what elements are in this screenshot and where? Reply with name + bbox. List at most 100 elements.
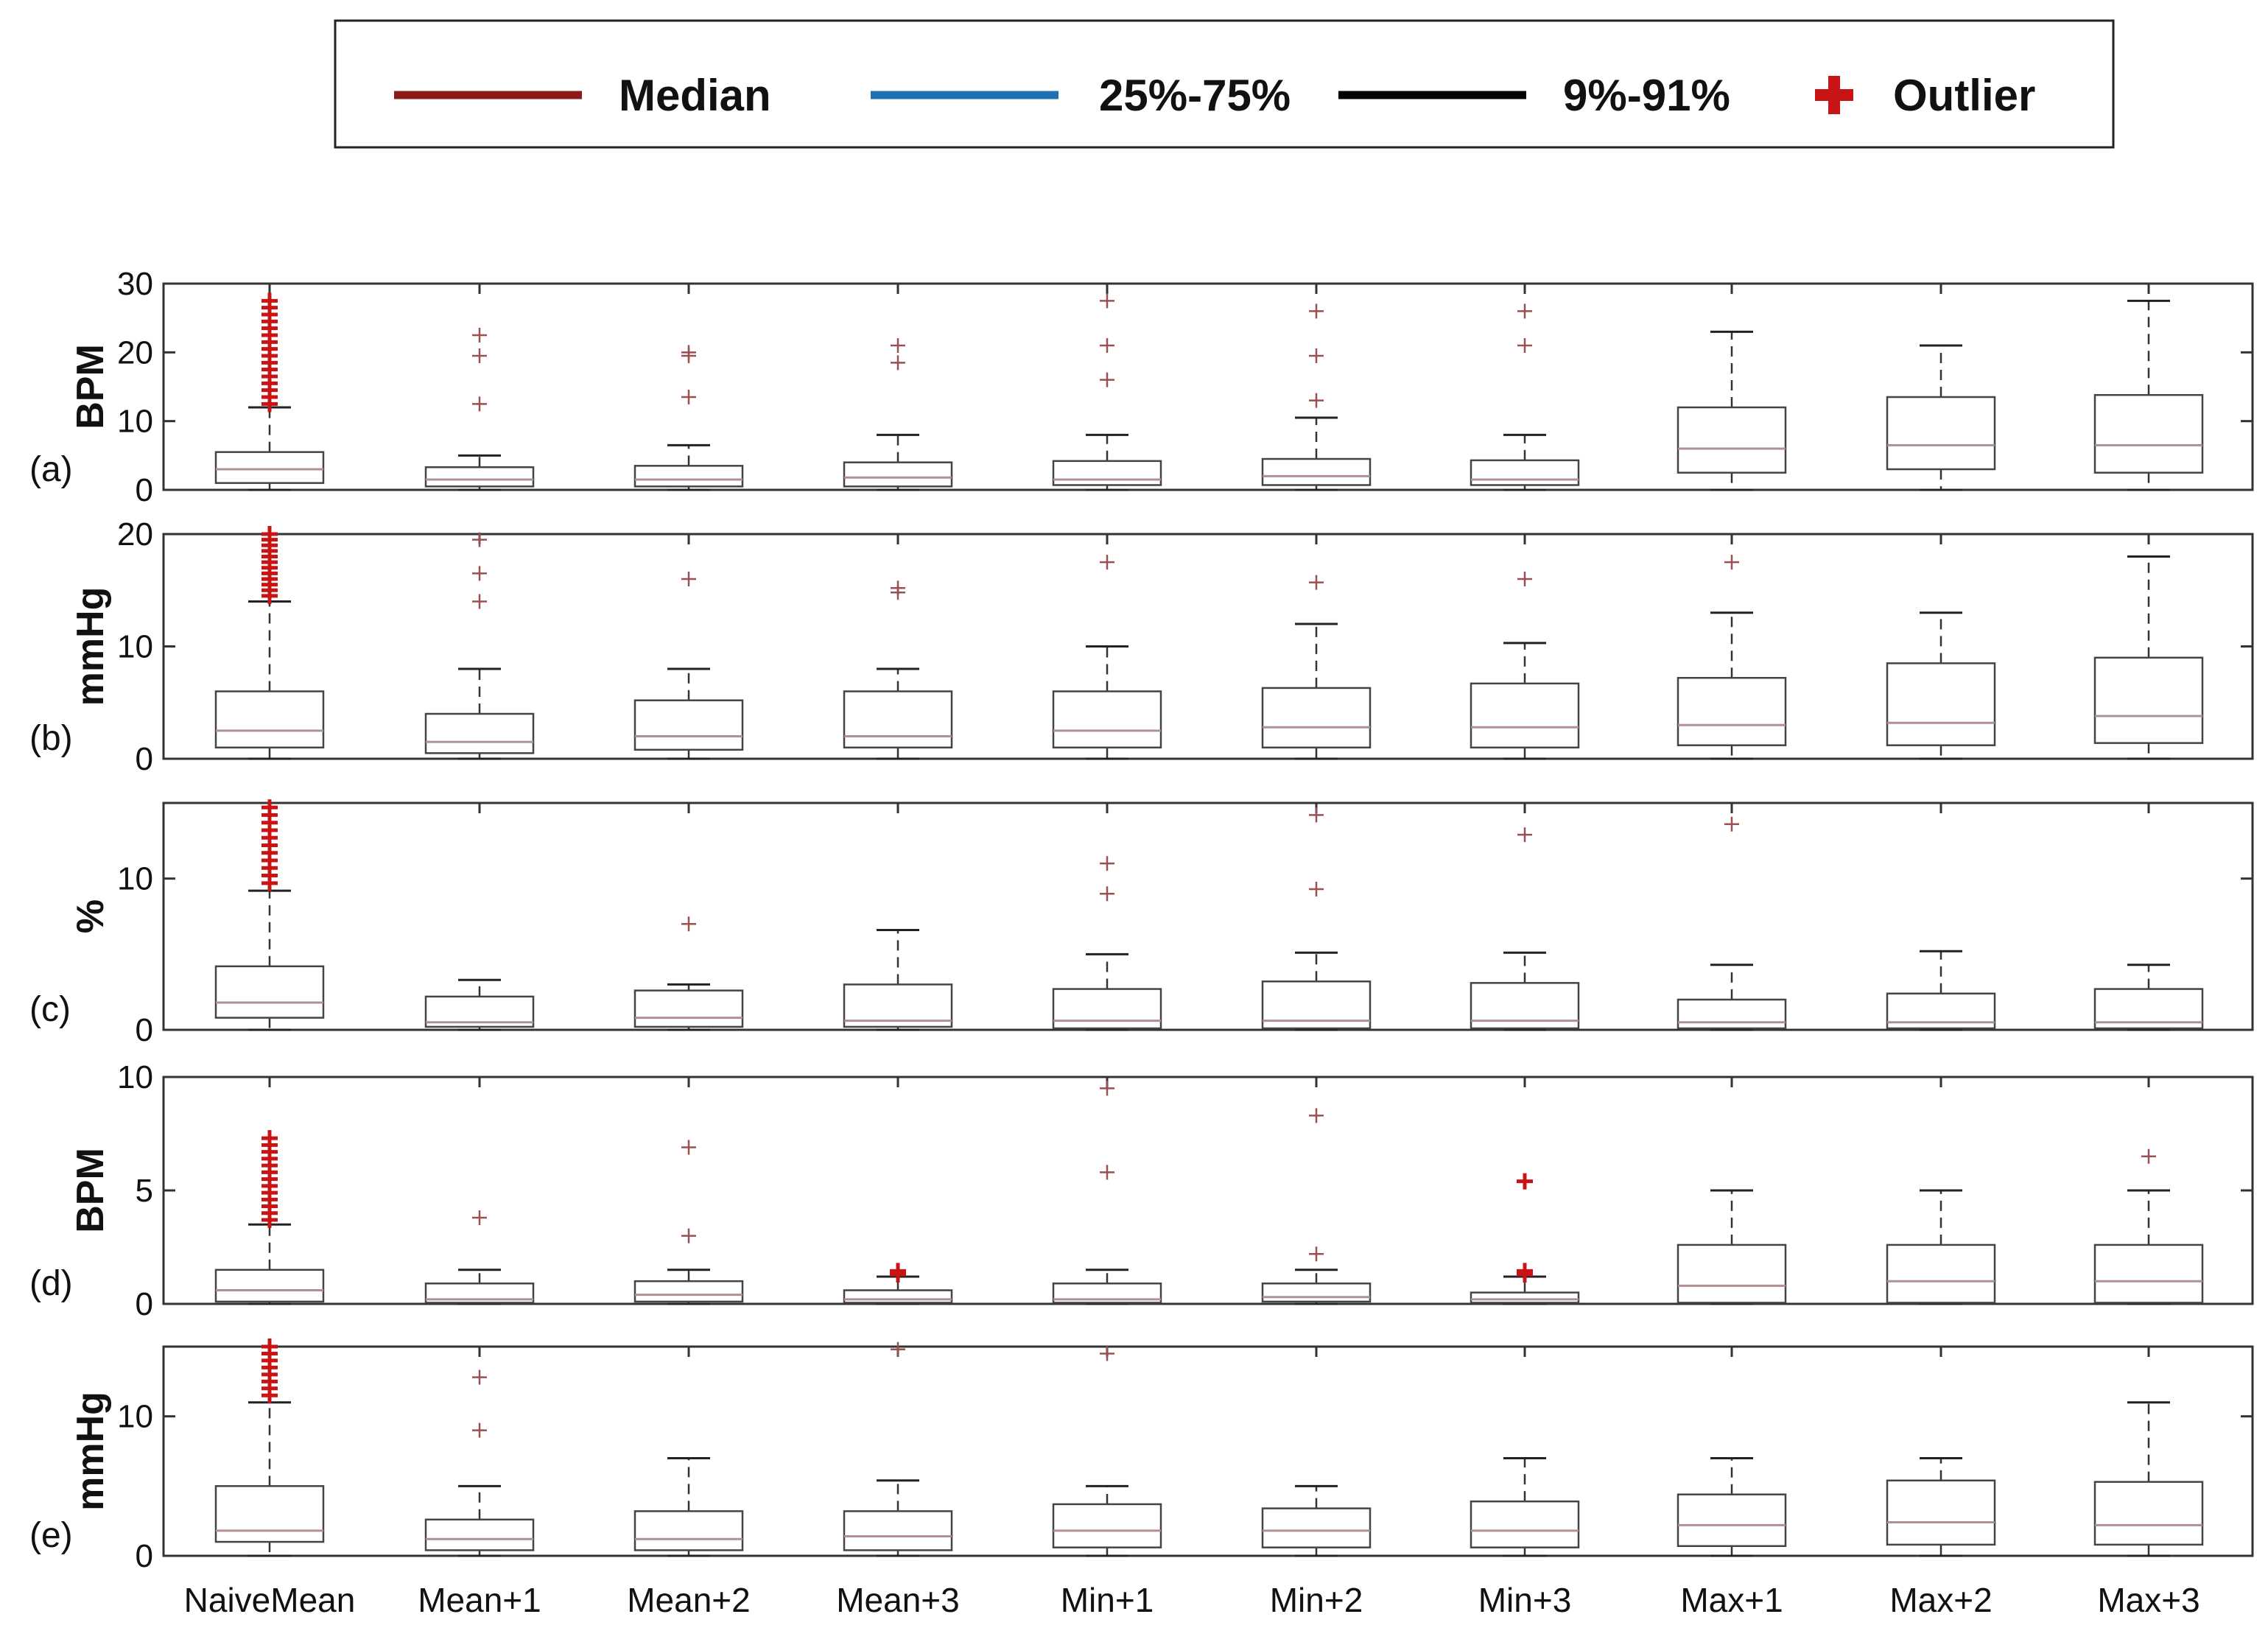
outlier-marker [1100, 372, 1114, 387]
x-category-label: Min+1 [1061, 1581, 1154, 1619]
iqr-box [1886, 396, 1996, 471]
iqr-box [1677, 406, 1787, 474]
box-Min+1 [1052, 293, 1162, 491]
outlier-marker [891, 580, 905, 596]
y-axis-label: mmHg [69, 1392, 112, 1511]
iqr-box [214, 451, 325, 484]
x-category-label: Mean+1 [418, 1581, 541, 1619]
outlier-marker [2141, 1148, 2156, 1164]
y-tick-label: 10 [117, 861, 153, 897]
iqr-box [1886, 662, 1996, 746]
iqr-box [633, 1280, 744, 1303]
iqr-box [1052, 690, 1162, 748]
iqr-box [843, 1510, 953, 1551]
iqr-box [214, 965, 325, 1019]
iqr-box [214, 690, 325, 748]
box-Mean+1 [424, 532, 535, 760]
x-category-label: NaiveMean [184, 1581, 356, 1619]
iqr-box [843, 690, 953, 748]
legend-frame [334, 19, 2115, 149]
outlier-marker [261, 292, 278, 309]
box-Max+1 [1677, 816, 1787, 1031]
axes-frame [162, 1345, 2254, 1557]
outlier-marker [681, 1140, 696, 1155]
panel-label: (a) [29, 450, 73, 489]
outlier-marker [891, 355, 905, 371]
y-tick-label: 20 [117, 334, 153, 371]
iqr-box [1886, 1479, 1996, 1546]
box-Mean+1 [424, 978, 535, 1031]
box-Mean+2 [633, 572, 744, 760]
box-Min+1 [1052, 856, 1162, 1031]
legend-label: 25%-75% [1099, 71, 1291, 120]
box-Max+3 [2093, 555, 2204, 760]
iqr-box [2093, 393, 2204, 474]
iqr-box [633, 989, 744, 1028]
x-category-label: Mean+3 [836, 1581, 960, 1619]
box-Max+1 [1677, 1456, 1787, 1557]
box-Min+2 [1261, 807, 1372, 1031]
x-category-label: Mean+2 [627, 1581, 751, 1619]
y-tick-label: 10 [117, 1059, 153, 1095]
box-Min+3 [1470, 1173, 1580, 1305]
box-NaiveMean [214, 1338, 325, 1557]
box-Max+2 [1886, 1456, 1996, 1557]
panel-label: (e) [29, 1516, 73, 1555]
outlier-marker [1100, 856, 1114, 871]
legend-item: Median [394, 71, 771, 120]
y-axis-label: % [69, 899, 112, 933]
outlier-marker [891, 1341, 905, 1357]
box-Min+1 [1052, 1346, 1162, 1557]
box-NaiveMean [214, 526, 325, 760]
box-Mean+3 [843, 1263, 953, 1305]
outlier-marker [261, 1338, 278, 1355]
box-Mean+1 [424, 1210, 535, 1305]
iqr-box [1052, 1503, 1162, 1548]
outlier-marker [681, 345, 696, 360]
outlier-marker [472, 594, 487, 609]
outlier-marker [1517, 827, 1532, 843]
outlier-marker [681, 572, 696, 586]
outlier-marker [1100, 886, 1114, 902]
iqr-box [633, 699, 744, 751]
panel-d: 0 5 10 BPM (d) [29, 1059, 2254, 1322]
box-Max+3 [2093, 1148, 2204, 1305]
y-tick-label: 10 [117, 1399, 153, 1435]
outlier-marker [261, 526, 278, 542]
iqr-box [2093, 1243, 2204, 1304]
iqr-box [1261, 687, 1372, 748]
outlier-marker [472, 1210, 487, 1225]
box-Min+2 [1261, 575, 1372, 760]
outlier-marker [1100, 1346, 1114, 1361]
y-tick-label: 30 [117, 266, 153, 302]
box-NaiveMean [214, 292, 325, 491]
panel-a: 0 10 20 30 BPM (a) [29, 266, 2254, 508]
box-Max+3 [2093, 1401, 2204, 1557]
y-tick-label: 20 [117, 516, 153, 552]
outlier-marker [890, 1263, 906, 1280]
box-Mean+2 [633, 1140, 744, 1305]
box-Max+2 [1886, 1189, 1996, 1305]
outlier-marker [1309, 1108, 1324, 1123]
y-tick-label: 0 [136, 472, 153, 508]
box-Mean+3 [843, 1341, 953, 1557]
box-Min+3 [1470, 827, 1580, 1031]
outlier-marker [472, 348, 487, 363]
box-Mean+2 [633, 1456, 744, 1557]
outlier-marker [1100, 1081, 1114, 1096]
iqr-box [1470, 1291, 1580, 1304]
y-axis-label: BPM [69, 344, 112, 429]
outlier-marker [1100, 555, 1114, 570]
outlier-marker [472, 396, 487, 412]
box-Max+1 [1677, 555, 1787, 760]
outlier-marker [1517, 572, 1532, 586]
box-Max+3 [2093, 299, 2204, 491]
box-Max+1 [1677, 1189, 1787, 1305]
y-tick-label: 0 [136, 1538, 153, 1574]
outlier-marker [1309, 807, 1324, 823]
x-category-label: Max+1 [1680, 1581, 1783, 1619]
iqr-box [1261, 1507, 1372, 1548]
outlier-marker [472, 566, 487, 581]
box-Min+2 [1261, 1108, 1372, 1305]
box-Max+3 [2093, 964, 2204, 1031]
